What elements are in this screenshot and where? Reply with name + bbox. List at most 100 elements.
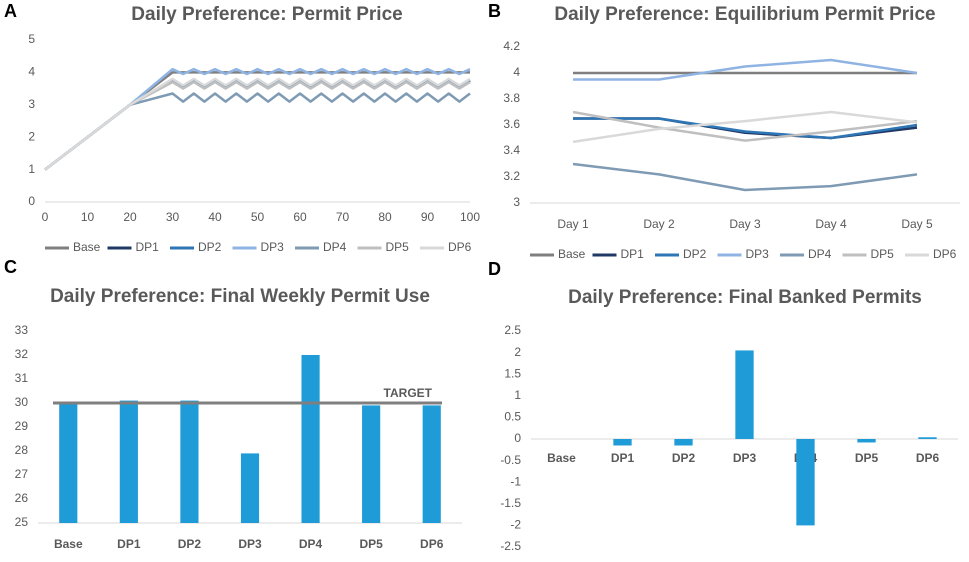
legend-label: DP5 bbox=[871, 247, 895, 261]
y-tick-label: 3 bbox=[28, 97, 35, 111]
y-tick-label: 33 bbox=[15, 323, 29, 337]
y-tick-label: 1.5 bbox=[504, 366, 521, 380]
bar bbox=[613, 439, 632, 446]
series-line bbox=[44, 80, 471, 171]
x-tick-label: 90 bbox=[421, 210, 435, 224]
legend-label: DP3 bbox=[261, 240, 285, 254]
y-tick-label: 4 bbox=[513, 65, 520, 79]
bar bbox=[857, 439, 876, 443]
y-tick-label: -0.5 bbox=[500, 453, 521, 467]
bar bbox=[180, 400, 199, 523]
x-tick-label: DP6 bbox=[420, 537, 444, 551]
y-tick-label: 0 bbox=[28, 194, 35, 208]
bar bbox=[119, 400, 138, 523]
x-tick-label: DP2 bbox=[178, 537, 202, 551]
y-tick-label: -1.5 bbox=[500, 496, 521, 510]
y-tick-label: 3.4 bbox=[503, 143, 520, 157]
bar bbox=[362, 405, 381, 523]
y-tick-label: 2 bbox=[514, 345, 521, 359]
legend-label: DP4 bbox=[808, 247, 832, 261]
x-tick-label: Day 1 bbox=[557, 217, 589, 231]
legend-label: DP1 bbox=[621, 247, 645, 261]
x-tick-label: 30 bbox=[166, 210, 180, 224]
panel-label: B bbox=[488, 1, 501, 21]
y-tick-label: 2.5 bbox=[504, 323, 521, 337]
x-tick-label: 40 bbox=[208, 210, 222, 224]
x-tick-label: DP6 bbox=[916, 451, 940, 465]
bar bbox=[301, 355, 320, 523]
chart-title: Daily Preference: Final Banked Permits bbox=[568, 287, 922, 308]
legend-label: Base bbox=[73, 240, 101, 254]
x-tick-label: Day 3 bbox=[729, 217, 761, 231]
legend-label: DP5 bbox=[386, 240, 410, 254]
y-tick-label: 2 bbox=[28, 129, 35, 143]
legend-label: DP2 bbox=[198, 240, 222, 254]
legend-label: Base bbox=[558, 247, 586, 261]
x-tick-label: 10 bbox=[81, 210, 95, 224]
bar bbox=[240, 453, 260, 523]
y-tick-label: 1 bbox=[28, 162, 35, 176]
series-line bbox=[44, 67, 471, 171]
legend-label: DP6 bbox=[933, 247, 957, 261]
series-line bbox=[44, 92, 471, 171]
y-tick-label: 27 bbox=[15, 467, 29, 481]
x-tick-label: 100 bbox=[460, 210, 480, 224]
x-tick-label: DP1 bbox=[117, 537, 141, 551]
x-tick-label: Base bbox=[547, 451, 576, 465]
legend-label: DP2 bbox=[683, 247, 707, 261]
legend-label: DP4 bbox=[323, 240, 347, 254]
x-tick-label: Base bbox=[54, 537, 83, 551]
bar bbox=[735, 350, 754, 439]
x-tick-label: 70 bbox=[336, 210, 350, 224]
x-tick-label: Day 2 bbox=[643, 217, 675, 231]
series-line bbox=[44, 77, 471, 171]
x-tick-label: DP5 bbox=[359, 537, 383, 551]
x-tick-label: 50 bbox=[251, 210, 265, 224]
panel-label: C bbox=[4, 257, 17, 277]
y-tick-label: 0 bbox=[514, 431, 521, 445]
bar bbox=[918, 437, 937, 439]
x-tick-label: DP3 bbox=[238, 537, 262, 551]
y-tick-label: 32 bbox=[15, 347, 29, 361]
x-tick-label: 80 bbox=[378, 210, 392, 224]
legend-label: DP6 bbox=[448, 240, 472, 254]
bar bbox=[674, 439, 693, 446]
y-tick-label: -2.5 bbox=[500, 539, 521, 553]
series-line bbox=[572, 162, 918, 192]
x-tick-label: 60 bbox=[293, 210, 307, 224]
series-line bbox=[44, 79, 471, 171]
series-line bbox=[572, 110, 918, 144]
y-tick-label: 4.2 bbox=[503, 39, 520, 53]
y-tick-label: 30 bbox=[15, 395, 29, 409]
bar bbox=[59, 403, 78, 523]
series-line bbox=[44, 71, 470, 171]
x-tick-label: Day 4 bbox=[815, 217, 847, 231]
y-tick-label: 25 bbox=[15, 515, 29, 529]
y-tick-label: 0.5 bbox=[504, 410, 521, 424]
y-tick-label: 29 bbox=[15, 419, 29, 433]
panel-label: A bbox=[4, 1, 17, 21]
y-tick-label: -1 bbox=[510, 474, 521, 488]
y-tick-label: -2 bbox=[510, 518, 521, 532]
series-line bbox=[573, 58, 918, 81]
legend-label: DP1 bbox=[136, 240, 160, 254]
y-tick-label: 4 bbox=[28, 65, 35, 79]
legend-label: DP3 bbox=[746, 247, 770, 261]
y-tick-label: 5 bbox=[28, 32, 35, 46]
y-tick-label: 31 bbox=[15, 371, 29, 385]
y-tick-label: 3.2 bbox=[503, 169, 520, 183]
bar bbox=[796, 439, 815, 526]
panel-label: D bbox=[488, 259, 501, 279]
x-tick-label: Day 5 bbox=[901, 217, 933, 231]
x-tick-label: 20 bbox=[123, 210, 137, 224]
target-label: TARGET bbox=[384, 386, 433, 400]
y-tick-label: 3 bbox=[513, 195, 520, 209]
y-tick-label: 1 bbox=[514, 388, 521, 402]
chart-title: Daily Preference: Final Weekly Permit Us… bbox=[50, 286, 430, 307]
x-tick-label: DP1 bbox=[611, 451, 635, 465]
x-tick-label: DP4 bbox=[299, 537, 323, 551]
x-tick-label: DP3 bbox=[733, 451, 757, 465]
x-tick-label: DP5 bbox=[855, 451, 879, 465]
x-tick-label: DP2 bbox=[672, 451, 696, 465]
chart-title: Daily Preference: Equilibrium Permit Pri… bbox=[554, 4, 935, 25]
